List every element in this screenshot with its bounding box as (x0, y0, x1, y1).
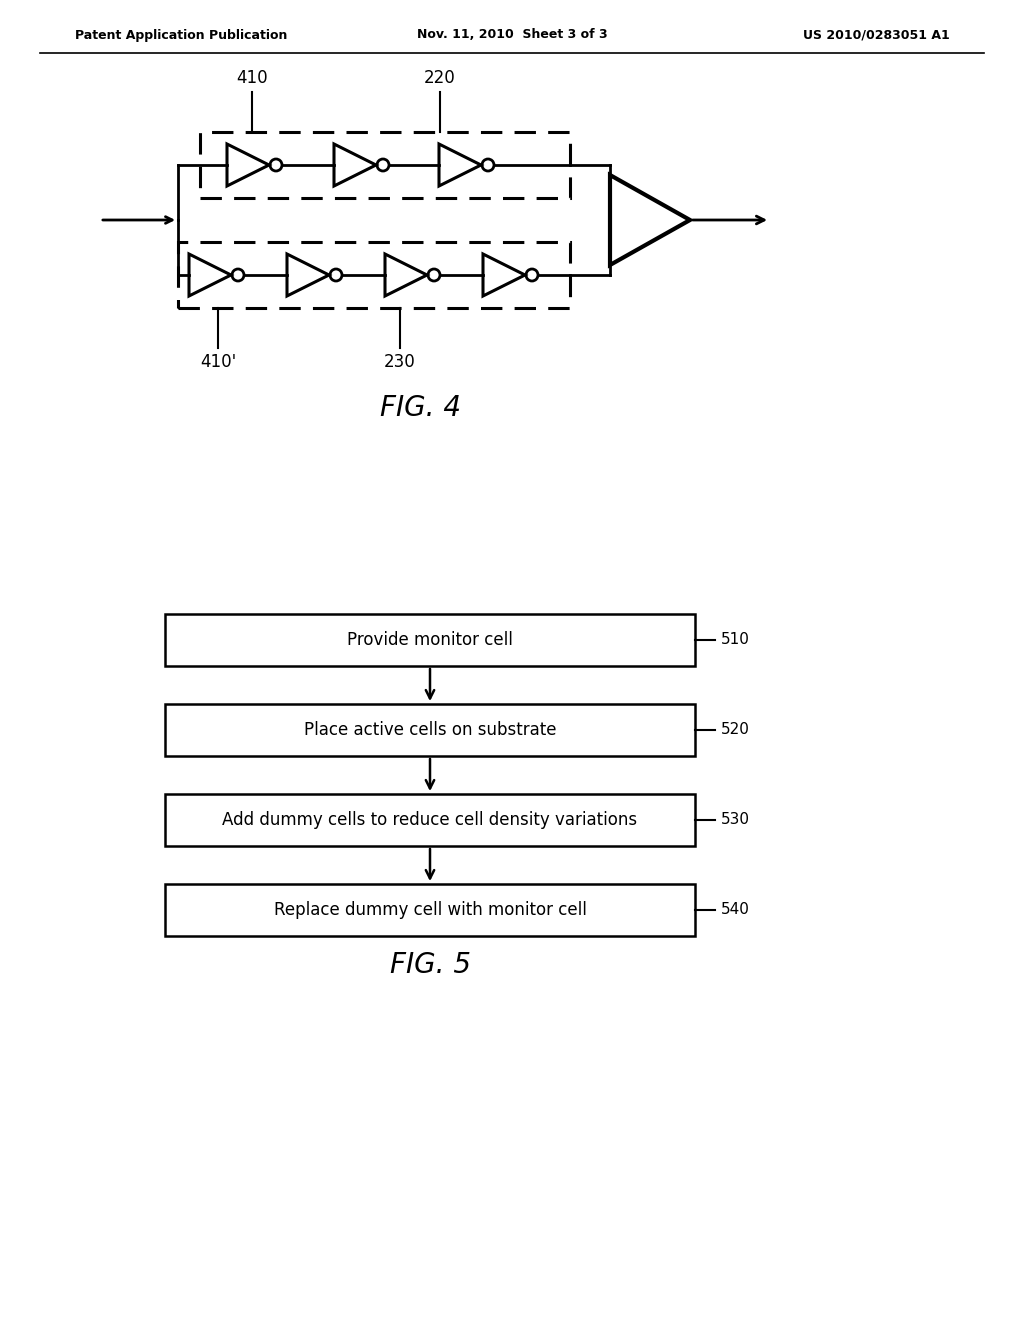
Text: US 2010/0283051 A1: US 2010/0283051 A1 (803, 29, 950, 41)
Text: 540: 540 (721, 903, 750, 917)
Text: 510: 510 (721, 632, 750, 648)
Text: Nov. 11, 2010  Sheet 3 of 3: Nov. 11, 2010 Sheet 3 of 3 (417, 29, 607, 41)
Text: 410': 410' (200, 352, 237, 371)
Text: Provide monitor cell: Provide monitor cell (347, 631, 513, 649)
Bar (165, 704, 695, 756)
Text: 520: 520 (721, 722, 750, 738)
Text: Patent Application Publication: Patent Application Publication (75, 29, 288, 41)
Text: 530: 530 (721, 813, 750, 828)
Text: 410: 410 (237, 69, 268, 87)
Text: Replace dummy cell with monitor cell: Replace dummy cell with monitor cell (273, 902, 587, 919)
Text: 230: 230 (384, 352, 416, 371)
Bar (165, 884, 695, 936)
Text: Place active cells on substrate: Place active cells on substrate (304, 721, 556, 739)
Text: FIG. 5: FIG. 5 (389, 950, 470, 979)
Bar (165, 795, 695, 846)
Text: FIG. 4: FIG. 4 (380, 393, 461, 422)
Text: Add dummy cells to reduce cell density variations: Add dummy cells to reduce cell density v… (222, 810, 638, 829)
Bar (165, 614, 695, 667)
Text: 220: 220 (424, 69, 456, 87)
